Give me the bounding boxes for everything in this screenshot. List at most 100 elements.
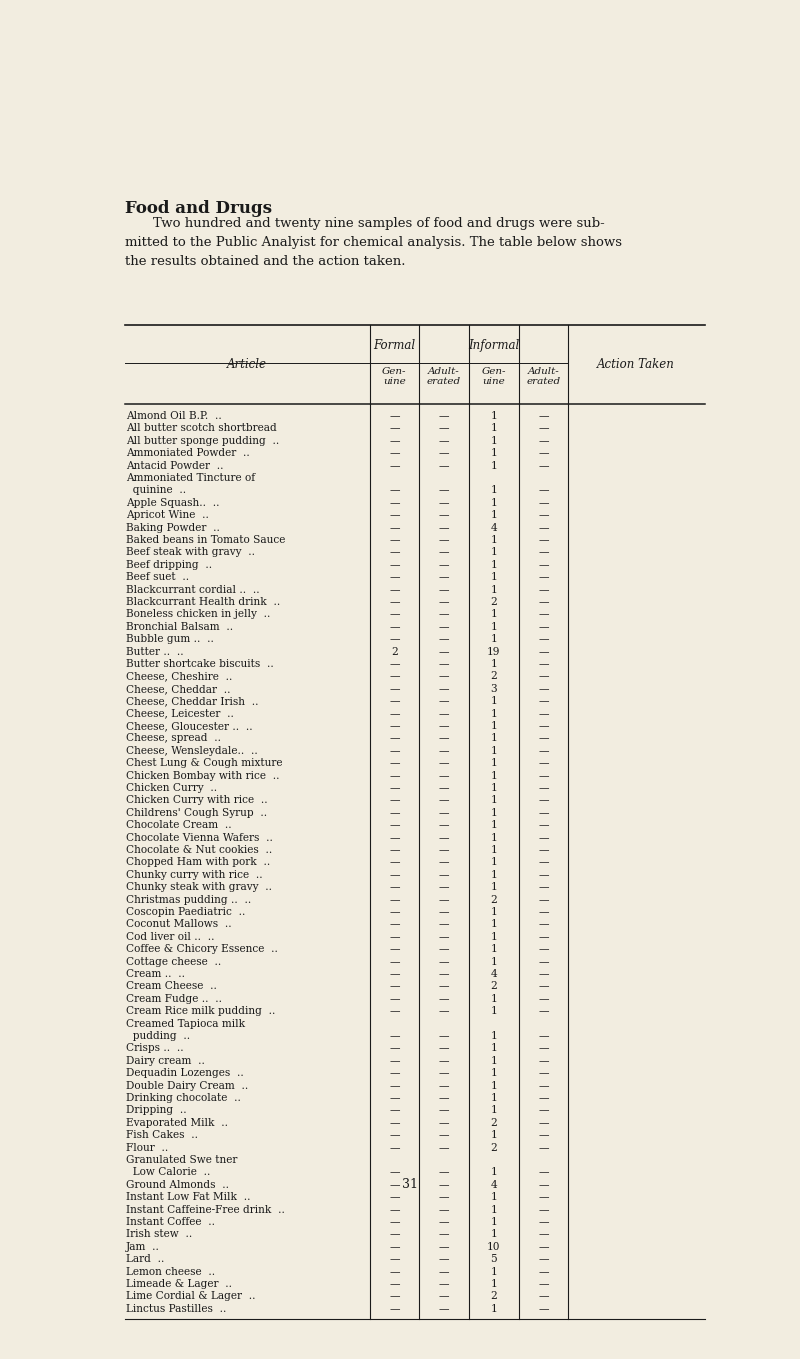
Text: —: —: [390, 1143, 400, 1152]
Text: 1: 1: [490, 461, 497, 470]
Text: —: —: [439, 894, 450, 905]
Text: Lard  ..: Lard ..: [126, 1254, 165, 1264]
Text: —: —: [538, 795, 549, 806]
Text: —: —: [439, 671, 450, 681]
Text: Cheese, Cheddar  ..: Cheese, Cheddar ..: [126, 684, 230, 694]
Text: —: —: [390, 969, 400, 978]
Text: Chocolate & Nut cookies  ..: Chocolate & Nut cookies ..: [126, 845, 272, 855]
Text: Beef suet  ..: Beef suet ..: [126, 572, 189, 582]
Text: —: —: [439, 957, 450, 966]
Text: —: —: [390, 410, 400, 421]
Text: —: —: [439, 807, 450, 818]
Text: —: —: [439, 993, 450, 1004]
Text: —: —: [439, 1131, 450, 1140]
Text: 1: 1: [490, 771, 497, 780]
Text: 2: 2: [490, 597, 497, 607]
Text: All butter scotch shortbread: All butter scotch shortbread: [126, 424, 277, 434]
Text: —: —: [538, 436, 549, 446]
Text: 1: 1: [490, 510, 497, 520]
Text: —: —: [439, 597, 450, 607]
Text: —: —: [390, 795, 400, 806]
Text: Coscopin Paediatric  ..: Coscopin Paediatric ..: [126, 906, 246, 917]
Text: —: —: [538, 746, 549, 756]
Text: 1: 1: [490, 870, 497, 879]
Text: —: —: [390, 696, 400, 707]
Text: —: —: [439, 497, 450, 508]
Text: —: —: [538, 684, 549, 694]
Text: 1: 1: [490, 722, 497, 731]
Text: 1: 1: [490, 845, 497, 855]
Text: —: —: [439, 510, 450, 520]
Text: Butter ..  ..: Butter .. ..: [126, 647, 184, 656]
Text: 1: 1: [490, 734, 497, 743]
Text: —: —: [390, 807, 400, 818]
Text: —: —: [390, 821, 400, 830]
Text: —: —: [390, 1105, 400, 1116]
Text: 1: 1: [490, 932, 497, 942]
Text: —: —: [538, 758, 549, 768]
Text: —: —: [538, 833, 549, 843]
Text: Bubble gum ..  ..: Bubble gum .. ..: [126, 635, 214, 644]
Text: Coconut Mallows  ..: Coconut Mallows ..: [126, 920, 232, 930]
Text: —: —: [439, 1093, 450, 1104]
Text: 2: 2: [391, 647, 398, 656]
Text: Cod liver oil ..  ..: Cod liver oil .. ..: [126, 932, 214, 942]
Text: Beef dripping  ..: Beef dripping ..: [126, 560, 212, 569]
Text: —: —: [390, 945, 400, 954]
Text: Double Dairy Cream  ..: Double Dairy Cream ..: [126, 1080, 248, 1091]
Text: —: —: [439, 746, 450, 756]
Text: 2: 2: [490, 894, 497, 905]
Text: 1: 1: [490, 584, 497, 595]
Text: Dairy cream  ..: Dairy cream ..: [126, 1056, 205, 1065]
Text: Chest Lung & Cough mixture: Chest Lung & Cough mixture: [126, 758, 282, 768]
Text: —: —: [390, 734, 400, 743]
Text: Article: Article: [227, 357, 267, 371]
Text: Childrens' Cough Syrup  ..: Childrens' Cough Syrup ..: [126, 807, 267, 818]
Text: —: —: [538, 993, 549, 1004]
Text: Coffee & Chicory Essence  ..: Coffee & Chicory Essence ..: [126, 945, 278, 954]
Text: —: —: [390, 584, 400, 595]
Text: Dequadin Lozenges  ..: Dequadin Lozenges ..: [126, 1068, 244, 1078]
Text: Antacid Powder  ..: Antacid Powder ..: [126, 461, 223, 470]
Text: —: —: [390, 684, 400, 694]
Text: —: —: [390, 1068, 400, 1078]
Text: —: —: [439, 659, 450, 669]
Text: 1: 1: [490, 833, 497, 843]
Text: mitted to the Public Analyist for chemical analysis. The table below shows: mitted to the Public Analyist for chemic…: [125, 236, 622, 249]
Text: —: —: [439, 1031, 450, 1041]
Text: Cream Cheese  ..: Cream Cheese ..: [126, 981, 217, 992]
Text: —: —: [538, 1230, 549, 1239]
Text: pudding  ..: pudding ..: [126, 1031, 190, 1041]
Text: —: —: [439, 722, 450, 731]
Text: —: —: [439, 708, 450, 719]
Text: Cream Fudge ..  ..: Cream Fudge .. ..: [126, 993, 222, 1004]
Text: 1: 1: [490, 1279, 497, 1290]
Text: —: —: [538, 671, 549, 681]
Text: 1: 1: [490, 635, 497, 644]
Text: 1: 1: [490, 410, 497, 421]
Text: —: —: [439, 1143, 450, 1152]
Text: —: —: [390, 609, 400, 620]
Text: —: —: [439, 1279, 450, 1290]
Text: —: —: [390, 1006, 400, 1017]
Text: —: —: [390, 671, 400, 681]
Text: —: —: [538, 696, 549, 707]
Text: —: —: [538, 858, 549, 867]
Text: —: —: [439, 734, 450, 743]
Text: Baking Powder  ..: Baking Powder ..: [126, 523, 220, 533]
Text: —: —: [439, 1118, 450, 1128]
Text: Action Taken: Action Taken: [598, 357, 675, 371]
Text: —: —: [538, 622, 549, 632]
Text: —: —: [390, 535, 400, 545]
Text: —: —: [439, 584, 450, 595]
Text: Gen-
uine: Gen- uine: [382, 367, 406, 386]
Text: —: —: [538, 548, 549, 557]
Text: Irish stew  ..: Irish stew ..: [126, 1230, 192, 1239]
Text: —: —: [538, 1068, 549, 1078]
Text: Cream Rice milk pudding  ..: Cream Rice milk pudding ..: [126, 1006, 275, 1017]
Text: —: —: [538, 894, 549, 905]
Text: —: —: [439, 535, 450, 545]
Text: Linctus Pastilles  ..: Linctus Pastilles ..: [126, 1303, 226, 1314]
Text: —: —: [390, 746, 400, 756]
Text: —: —: [538, 410, 549, 421]
